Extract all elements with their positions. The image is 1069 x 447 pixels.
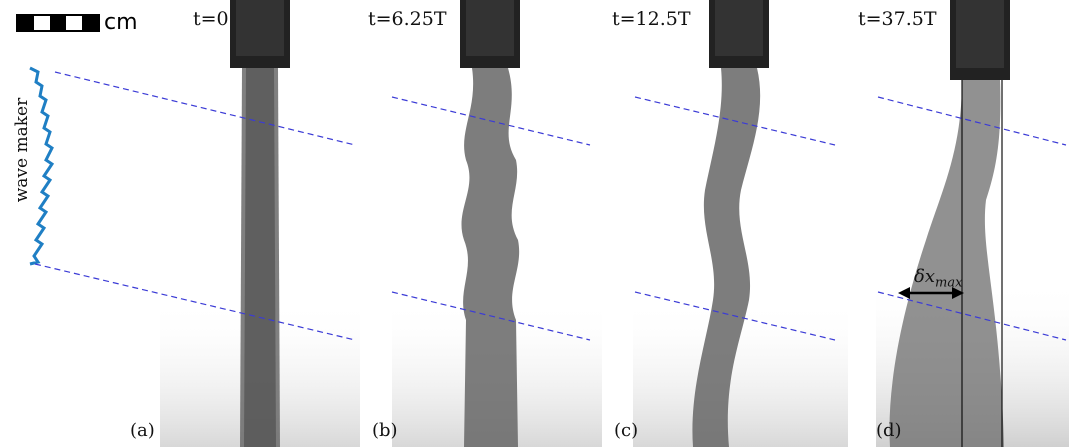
- panel-a-image: [160, 0, 360, 447]
- panel-c-time: t=12.5T: [612, 8, 691, 30]
- particle-plume: [889, 80, 1004, 447]
- particle-plume: [461, 68, 520, 447]
- panel-d-image: [876, 0, 1069, 447]
- panel-d: [876, 0, 1069, 447]
- panel-b: [392, 0, 602, 447]
- particle-plume: [692, 68, 761, 447]
- delta-x-max-label: δxmax: [914, 266, 963, 291]
- wave-maker-label: wave maker: [12, 97, 32, 203]
- panel-a-time: t=0: [193, 8, 229, 30]
- panel-d-time: t=37.5T: [858, 8, 937, 30]
- panel-c-image: [633, 0, 848, 447]
- panel-a-label: (a): [130, 420, 155, 441]
- panel-b-time: t=6.25T: [368, 8, 447, 30]
- panel-d-label: (d): [876, 420, 902, 441]
- panel-a: [160, 0, 360, 447]
- panel-c-label: (c): [614, 420, 639, 441]
- scale-bar: cm: [16, 12, 138, 34]
- wave-maker-profile: [29, 66, 55, 266]
- panel-b-label: (b): [372, 420, 398, 441]
- scale-bar-graphic: [16, 14, 100, 32]
- panel-c: [633, 0, 848, 447]
- scale-bar-unit: cm: [104, 10, 138, 35]
- panel-b-image: [392, 0, 602, 447]
